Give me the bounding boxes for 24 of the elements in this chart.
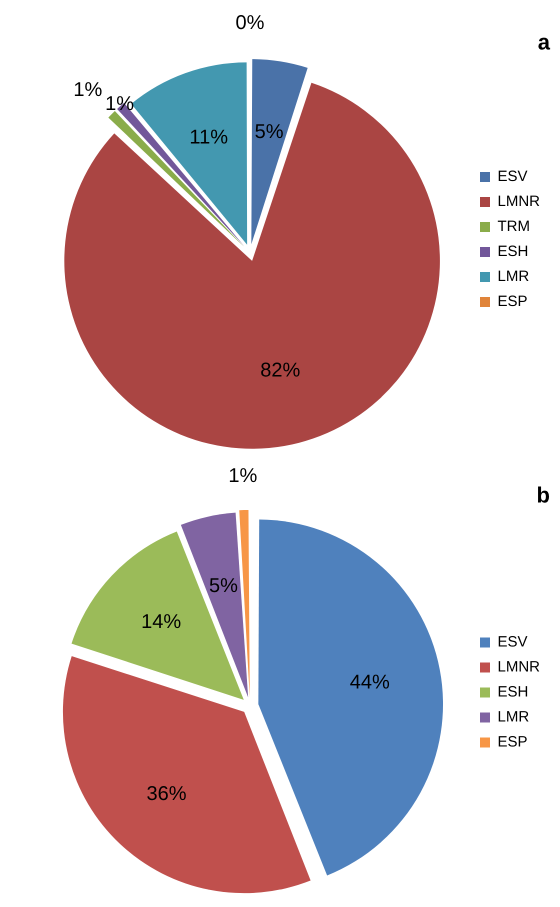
legend-label: ESP [498,734,528,751]
legend-label: ESV [498,168,528,186]
data-label: 1% [105,93,134,116]
legend-label: TRM [498,218,530,236]
legend-label: ESV [498,634,528,651]
legend-label: LMR [498,708,530,726]
legend-label: ESP [498,293,528,310]
data-label: 36% [146,783,187,806]
legend-label: LMNR [498,658,540,676]
legend-label: ESH [498,243,528,260]
legend-label: LMR [498,268,530,286]
data-label: 5% [208,575,238,598]
chart-title: a [538,29,551,54]
text: b [536,482,550,508]
data-label: 1% [73,79,103,102]
legend-label: LMNR [498,193,540,210]
data-label: 14% [141,610,182,633]
data-label: 5% [254,120,284,143]
legend-label: ESH [498,684,528,701]
data-label: 1% [228,465,258,488]
text: 0% [236,12,264,34]
data-label: 44% [350,671,390,694]
data-label: 82% [260,359,301,382]
data-label: 11% [189,126,228,148]
